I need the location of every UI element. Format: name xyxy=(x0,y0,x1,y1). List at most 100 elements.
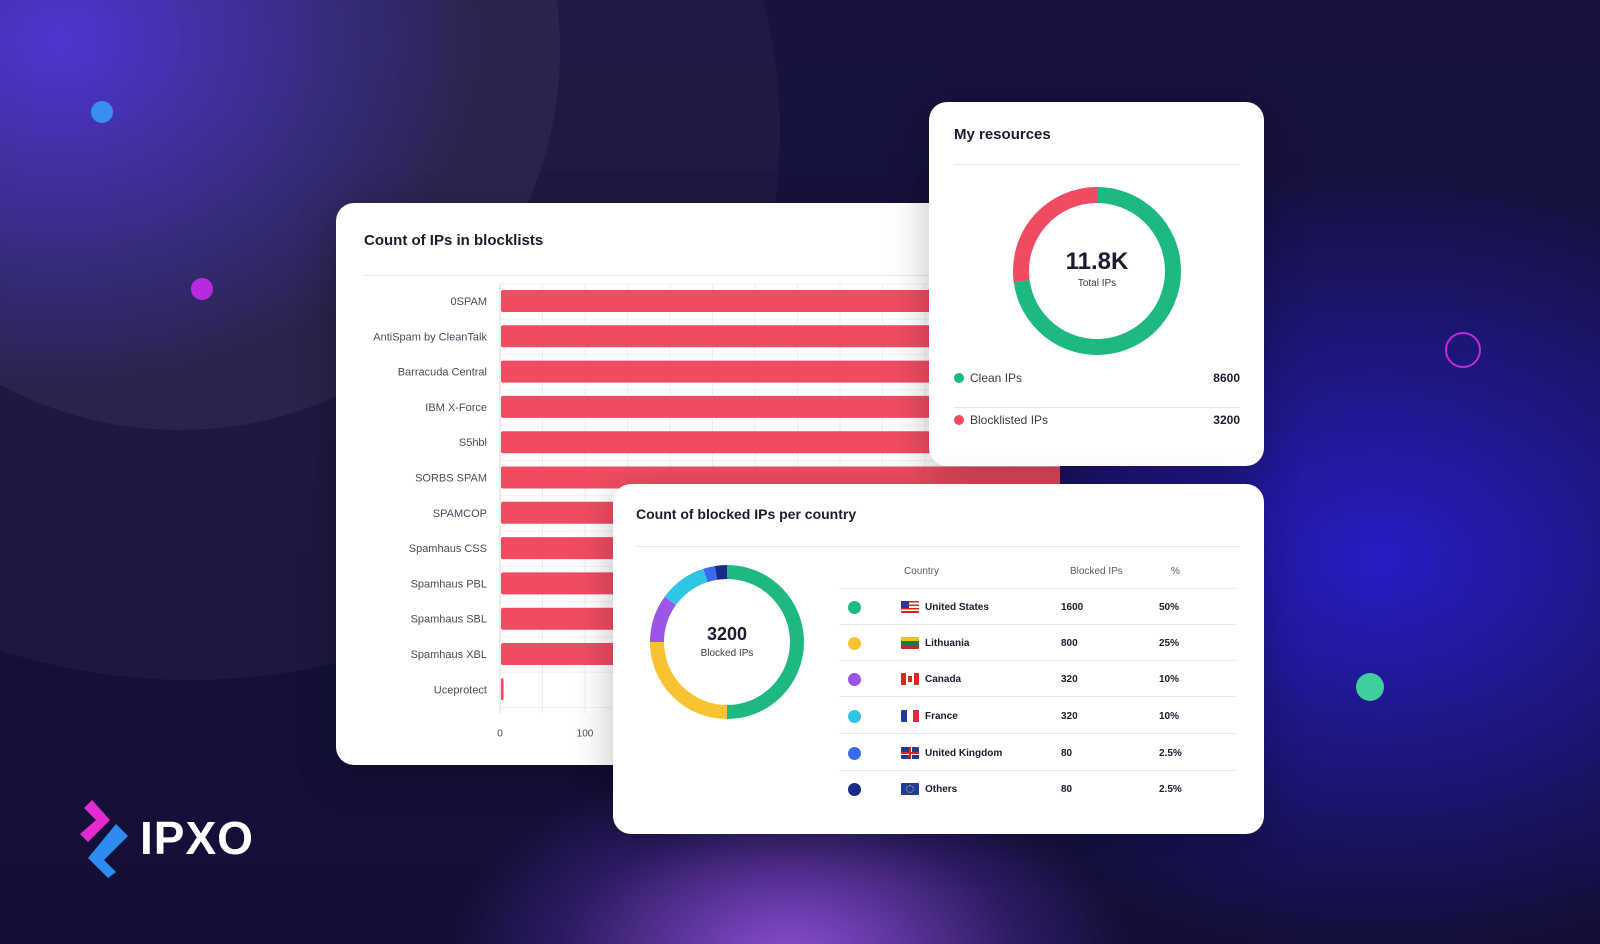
country-blocked-value: 80 xyxy=(1061,748,1073,759)
flag-lt-icon xyxy=(901,637,919,649)
resources-legend-clean: Clean IPs 8600 xyxy=(954,371,1240,385)
country-donut-center: 3200 Blocked IPs xyxy=(647,624,807,659)
bar-label: Uceprotect xyxy=(434,684,487,696)
country-blocked-value: 320 xyxy=(1061,674,1078,685)
donut-slice xyxy=(664,568,708,606)
table-row: Lithuania 800 25% xyxy=(839,625,1235,661)
resources-card-title: My resources xyxy=(954,126,1051,143)
country-color-dot-icon xyxy=(848,601,861,614)
country-blocked-value: 320 xyxy=(1061,711,1078,722)
bar-label: IBM X-Force xyxy=(425,402,487,414)
country-color-dot-icon xyxy=(848,637,861,650)
country-total-value: 3200 xyxy=(706,624,748,644)
bar-label: Spamhaus CSS xyxy=(409,543,487,555)
decor-ring-magenta xyxy=(1445,332,1481,368)
table-header-divider xyxy=(839,588,1235,589)
header-country: Country xyxy=(904,566,940,577)
country-name: United States xyxy=(925,602,989,613)
country-total-label: Blocked IPs xyxy=(700,648,754,659)
country-color-dot-icon xyxy=(848,783,861,796)
bar-label: Barracuda Central xyxy=(398,367,487,379)
donut-slice xyxy=(650,596,677,643)
clean-label: Clean IPs xyxy=(970,371,1023,385)
country-name: Lithuania xyxy=(925,638,970,649)
country-color-dot-icon xyxy=(848,710,861,723)
resources-legend-blocklisted: Blocklisted IPs 3200 xyxy=(954,413,1240,427)
decor-dot-green xyxy=(1356,673,1384,701)
table-row: Canada 320 10% xyxy=(839,661,1235,697)
blocklisted-label: Blocklisted IPs xyxy=(970,413,1049,427)
x-tick-label: 100 xyxy=(577,729,594,740)
bar-label: SPAMCOP xyxy=(433,508,487,520)
bar-label: Spamhaus PBL xyxy=(411,578,487,590)
resources-card: My resources 11.8K Total IPs Clean IPs 8… xyxy=(929,102,1264,466)
resources-total-value: 11.8K xyxy=(1065,248,1129,275)
donut-slice xyxy=(714,565,728,580)
country-percentage: 10% xyxy=(1159,711,1180,722)
bar xyxy=(501,466,1060,489)
donut-slice xyxy=(1013,187,1098,283)
bar xyxy=(501,678,504,701)
resources-legend-divider xyxy=(954,407,1240,408)
bar xyxy=(501,360,1060,383)
donut-slice xyxy=(650,641,728,719)
bar xyxy=(501,431,1060,454)
country-color-dot-icon xyxy=(848,747,861,760)
flag-eu-icon xyxy=(901,783,919,795)
bar-label: Spamhaus XBL xyxy=(411,649,487,661)
flag-us-icon xyxy=(901,601,919,613)
table-row: Others 80 2.5% xyxy=(839,771,1235,807)
bar-label: SORBS SPAM xyxy=(415,473,487,485)
resources-total-label: Total IPs xyxy=(1077,278,1117,289)
header-blocked: Blocked IPs xyxy=(1070,566,1123,577)
flag-fr-icon xyxy=(901,710,919,722)
resources-card-divider xyxy=(954,164,1240,165)
bar xyxy=(501,325,1060,348)
country-name: Canada xyxy=(925,674,962,685)
clean-value: 8600 xyxy=(1213,371,1240,385)
table-row: United States 1600 50% xyxy=(839,589,1235,625)
country-card-title: Count of blocked IPs per country xyxy=(636,506,857,522)
country-name: United Kingdom xyxy=(925,748,1003,759)
blocklist-card-divider xyxy=(364,275,1032,276)
country-name: France xyxy=(925,711,958,722)
country-donut-chart xyxy=(650,565,804,719)
decor-dot-magenta xyxy=(191,278,213,300)
country-name: Others xyxy=(925,784,958,795)
ipxo-logo: IPXO xyxy=(80,798,254,878)
country-percentage: 2.5% xyxy=(1159,784,1182,795)
brand-name: IPXO xyxy=(140,812,254,864)
country-card-divider xyxy=(636,546,1240,547)
country-color-dot-icon xyxy=(848,673,861,686)
table-row: United Kingdom 80 2.5% xyxy=(839,735,1235,771)
country-percentage: 2.5% xyxy=(1159,748,1182,759)
country-blocked-value: 1600 xyxy=(1061,602,1084,613)
table-row: France 320 10% xyxy=(839,698,1235,734)
country-blocked-value: 80 xyxy=(1061,784,1073,795)
bar-label: 0SPAM xyxy=(451,296,487,308)
resources-donut-chart xyxy=(1013,187,1181,355)
blocklisted-value: 3200 xyxy=(1213,413,1240,427)
flag-ca-icon xyxy=(901,673,919,685)
resources-donut-center: 11.8K Total IPs xyxy=(1012,248,1182,289)
country-card: Count of blocked IPs per country 3200 Bl… xyxy=(613,484,1264,834)
bar-label: S5hbl xyxy=(459,437,487,449)
x-tick-label: 0 xyxy=(497,729,503,740)
bar-label: Spamhaus SBL xyxy=(411,614,487,626)
blocklist-card-title: Count of IPs in blocklists xyxy=(364,232,544,249)
bar-label: AntiSpam by CleanTalk xyxy=(373,331,487,343)
donut-slice xyxy=(726,565,804,719)
flag-gb-icon xyxy=(901,747,919,759)
country-percentage: 25% xyxy=(1159,638,1180,649)
ipxo-mark-icon xyxy=(80,800,128,878)
decor-dot-blue xyxy=(91,101,113,123)
country-percentage: 10% xyxy=(1159,674,1180,685)
donut-slice xyxy=(703,565,718,583)
bar xyxy=(501,290,1060,312)
donut-slice xyxy=(1013,187,1181,355)
header-pct: % xyxy=(1171,566,1180,577)
country-percentage: 50% xyxy=(1159,602,1180,613)
blocklisted-dot-icon xyxy=(954,415,964,425)
country-blocked-value: 800 xyxy=(1061,638,1078,649)
bar xyxy=(501,395,1060,418)
